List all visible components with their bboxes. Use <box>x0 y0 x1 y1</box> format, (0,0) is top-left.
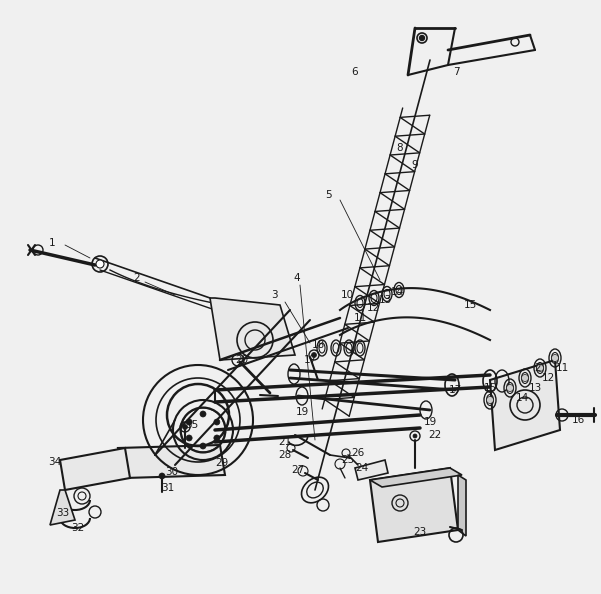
Polygon shape <box>490 360 560 450</box>
Text: 14: 14 <box>516 393 529 403</box>
Text: 2: 2 <box>535 363 542 373</box>
Text: 10: 10 <box>340 290 353 300</box>
Circle shape <box>419 36 424 40</box>
Text: 28: 28 <box>278 450 291 460</box>
Circle shape <box>159 473 165 479</box>
Text: 22: 22 <box>429 430 442 440</box>
Polygon shape <box>355 460 388 480</box>
Text: 13: 13 <box>528 383 542 393</box>
Circle shape <box>214 419 220 425</box>
Text: 35: 35 <box>185 420 198 430</box>
Polygon shape <box>60 448 130 490</box>
Circle shape <box>183 425 188 429</box>
Polygon shape <box>118 445 225 478</box>
Text: 12: 12 <box>542 373 555 383</box>
Text: 17: 17 <box>304 355 317 365</box>
Circle shape <box>552 355 558 362</box>
Circle shape <box>200 411 206 417</box>
Circle shape <box>186 419 192 425</box>
Text: 15: 15 <box>463 300 477 310</box>
Text: 33: 33 <box>56 508 70 518</box>
Circle shape <box>522 374 528 381</box>
Text: 5: 5 <box>325 190 331 200</box>
Text: 29: 29 <box>215 458 228 468</box>
Circle shape <box>214 435 220 441</box>
Text: 17: 17 <box>448 385 462 395</box>
Polygon shape <box>370 468 462 487</box>
Text: 24: 24 <box>355 463 368 473</box>
Text: 21: 21 <box>278 437 291 447</box>
Text: 6: 6 <box>352 67 358 77</box>
Circle shape <box>311 352 317 358</box>
Text: 9: 9 <box>412 160 418 170</box>
Polygon shape <box>458 475 466 536</box>
Circle shape <box>96 260 104 268</box>
Text: 16: 16 <box>572 415 585 425</box>
Text: 34: 34 <box>48 457 62 467</box>
Text: 4: 4 <box>294 273 300 283</box>
Text: 3: 3 <box>270 290 277 300</box>
Circle shape <box>537 365 543 371</box>
Text: 30: 30 <box>165 467 178 477</box>
Text: 19: 19 <box>423 417 436 427</box>
Text: 31: 31 <box>162 483 175 493</box>
Text: 15: 15 <box>483 383 496 393</box>
Text: 25: 25 <box>341 455 355 465</box>
Text: 26: 26 <box>352 448 365 458</box>
Polygon shape <box>50 490 75 525</box>
Text: 20: 20 <box>236 355 249 365</box>
Circle shape <box>413 434 417 438</box>
Text: 2: 2 <box>133 273 140 283</box>
Text: 8: 8 <box>397 143 403 153</box>
Circle shape <box>186 435 192 441</box>
Circle shape <box>486 397 493 403</box>
Circle shape <box>200 443 206 449</box>
Text: 32: 32 <box>72 523 85 533</box>
Text: 11: 11 <box>555 363 569 373</box>
Polygon shape <box>370 468 458 542</box>
Circle shape <box>507 384 513 391</box>
Text: 27: 27 <box>291 465 305 475</box>
Text: 14: 14 <box>391 287 404 297</box>
Text: 11: 11 <box>353 313 367 323</box>
Text: 19: 19 <box>295 407 309 417</box>
Text: 12: 12 <box>367 303 380 313</box>
Text: 1: 1 <box>49 238 55 248</box>
Text: 7: 7 <box>453 67 459 77</box>
Text: 23: 23 <box>413 527 427 537</box>
Text: 18: 18 <box>311 340 325 350</box>
Polygon shape <box>210 298 295 360</box>
Text: 13: 13 <box>379 295 392 305</box>
